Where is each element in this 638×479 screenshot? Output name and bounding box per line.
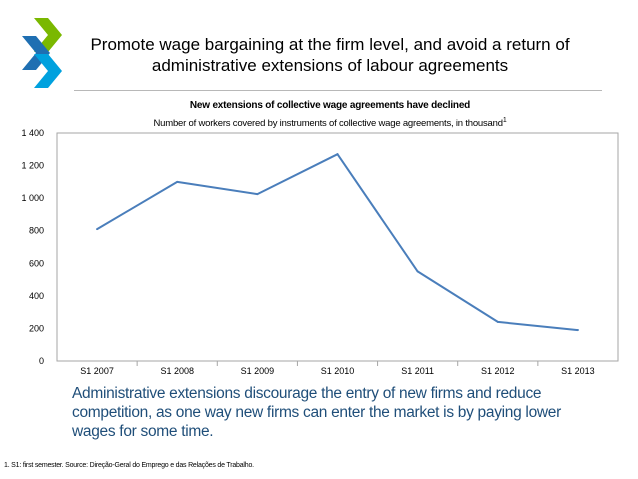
- y-axis: 0 200 400 600 800 1 000 1 200 1 400: [21, 128, 44, 366]
- x-tick-label: S1 2007: [80, 366, 114, 376]
- logo-chevron-bottom: [34, 54, 62, 88]
- series-line: [96, 153, 579, 332]
- x-tick-label: S1 2012: [481, 366, 515, 376]
- x-tick-label: S1 2011: [401, 366, 434, 376]
- chart-subtitle-note: 1: [502, 117, 507, 124]
- y-tick-label: 600: [29, 258, 44, 268]
- oecd-logo: [22, 18, 62, 88]
- chart-subtitle: Number of workers covered by instruments…: [60, 117, 600, 129]
- title-divider: [74, 90, 602, 91]
- y-tick-label: 200: [29, 323, 44, 333]
- y-tick-label: 0: [39, 356, 44, 366]
- plot-area-frame: [56, 132, 619, 362]
- slide-title: Promote wage bargaining at the firm leve…: [90, 35, 570, 75]
- data-point: [176, 180, 179, 183]
- slide-caption: Administrative extensions discourage the…: [72, 385, 561, 440]
- y-tick-label: 1 400: [21, 128, 44, 138]
- series-group: [96, 153, 579, 332]
- chart-subtitle-text: Number of workers covered by instruments…: [153, 118, 503, 130]
- y-tick-label: 400: [29, 291, 44, 301]
- y-tick-label: 800: [29, 226, 44, 236]
- data-point: [96, 228, 99, 231]
- x-tick-label: S1 2009: [241, 366, 275, 376]
- chart-title: New extensions of collective wage agreem…: [189, 100, 471, 111]
- x-tick-label: S1 2013: [561, 366, 595, 376]
- x-axis: S1 2007 S1 2008 S1 2009 S1 2010 S1 2011 S1 20…: [80, 361, 595, 376]
- source-footnote: 1. S1: first semester. Source: Direção-G…: [4, 462, 254, 469]
- data-point: [256, 193, 259, 196]
- data-point: [336, 153, 339, 156]
- x-tick-label: S1 2008: [160, 366, 194, 376]
- y-tick-label: 1 200: [21, 161, 44, 171]
- y-tick-label: 1 000: [21, 193, 44, 203]
- data-point: [496, 320, 499, 323]
- x-tick-label: S1 2010: [321, 366, 355, 376]
- data-point: [416, 270, 419, 273]
- data-point: [576, 329, 579, 332]
